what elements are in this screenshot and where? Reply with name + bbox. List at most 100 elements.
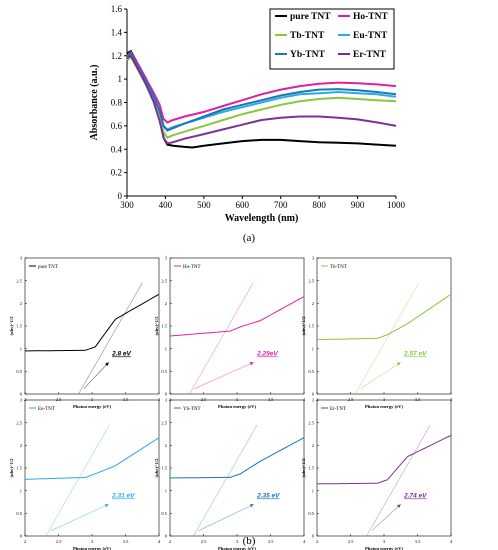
y-tick-label: 1 [20,346,22,351]
y-tick-label: 0.5 [161,369,167,374]
y-tick-label: 1 [165,488,167,493]
x-tick-label: 2.5 [201,539,207,544]
x-tick-label: 4 [450,539,453,544]
bandgap-arrow [371,504,401,531]
y-tick-label: 0 [165,534,168,539]
tangent-line [193,424,258,537]
tauc-subplot-eu-tnt: 2 2.5 3 3.5 4 0 0.5 1 1.5 2 2.5 3 Photon energy (eV)… [9,398,161,550]
x-tick-label: 2.5 [56,539,62,544]
tangent-line [45,424,110,537]
y-tick-label: 0.4 [111,144,123,154]
y-tick-label: 2.5 [16,278,22,283]
bandgap-label: 2.74 eV [403,492,427,499]
x-tick-label: 2.5 [201,397,207,402]
x-tick-label: 3 [236,397,239,402]
tangent-line [366,424,431,537]
bandgap-label: 2.57 eV [403,350,427,357]
y-tick-label: 1.4 [111,27,123,37]
y-tick-label: 1.5 [16,324,22,329]
y-tick-label: 0.6 [111,121,123,131]
plot-frame [316,399,452,537]
x-tick-label: 300 [120,200,134,210]
y-tick-label: 3 [312,256,315,261]
x-tick-label: 2.5 [56,397,62,402]
y-tick-label: 2 [20,301,22,306]
legend-box [269,8,395,70]
tauc-curve [316,434,452,485]
x-axis-title: Photon energy (eV) [218,404,256,409]
y-tick-label: 3 [312,398,315,403]
x-axis-title: Photon energy (eV) [73,404,111,409]
x-tick-label: 500 [197,200,211,210]
bandgap-arrow [83,362,109,389]
y-tick-label: 0.5 [161,511,167,516]
x-tick-label: 2 [316,397,318,402]
tauc-curve [316,293,452,341]
y-tick-label: 0.2 [111,168,122,178]
legend-label: pure TNT [38,265,58,270]
y-tick-label: 1 [20,488,22,493]
tangent-line [354,282,420,395]
y-tick-label: 2.5 [161,420,167,425]
tangent-line [78,282,143,395]
legend-label: Eu-TNT [353,31,388,41]
y-tick-label: 1 [118,74,123,84]
x-tick-label: 3.5 [123,539,129,544]
bandgap-arrowhead [396,362,401,366]
y-tick-label: 1.5 [308,466,314,471]
x-tick-label: 2 [316,539,318,544]
y-axis-title: (αhv)^1/2 [9,458,14,478]
y-tick-label: 0 [312,534,315,539]
x-tick-label: 3 [383,397,386,402]
y-axis-title: (αhv)^1/2 [9,316,14,336]
y-tick-label: 3 [20,256,23,261]
y-tick-label: 2 [312,301,314,306]
x-tick-label: 3.5 [123,397,129,402]
tauc-curve [24,437,160,480]
tauc-curve [25,293,160,352]
x-tick-label: 2 [169,539,171,544]
x-tick-label: 400 [159,200,173,210]
plot-frame [169,257,305,395]
tauc-subplot-pure-tnt: 2 2.5 3 3.5 4 0 0.5 1 1.5 2 2.5 3 Photon energy (eV)… [9,256,161,409]
bandgap-arrow [198,503,254,531]
y-tick-label: 2 [312,443,314,448]
x-axis-title: Photon energy (eV) [365,404,403,409]
x-tick-label: 3.5 [268,397,274,402]
tauc-subplot-er-tnt: 2 2.5 3 3.5 4 0 0.5 1 1.5 2 2.5 3 Photon energy (eV)… [301,398,453,550]
y-tick-label: 2.5 [161,278,167,283]
bandgap-arrowhead [249,362,254,366]
x-tick-label: 3 [91,397,94,402]
x-tick-label: 2 [24,539,26,544]
bandgap-label: 2.31 eV [111,492,135,499]
y-tick-label: 0 [20,392,23,397]
y-tick-label: 2 [165,443,167,448]
legend-label: Yb-TNT [183,407,201,412]
series-line-ho-tnt [126,50,397,124]
y-tick-label: 0.5 [308,369,314,374]
series-line-er-tnt [126,54,397,145]
series-line-yb-tnt [126,51,397,132]
y-tick-label: 0.8 [111,98,123,108]
y-tick-label: 0 [312,392,315,397]
tangent-line [189,282,254,395]
y-tick-label: 0 [20,534,23,539]
legend-label: Eu-TNT [38,407,55,412]
x-tick-label: 600 [236,200,250,210]
bandgap-arrow [51,503,109,531]
bandgap-label: 2.8 eV [111,350,131,357]
y-tick-label: 1.5 [161,466,167,471]
y-axis-title: Absorbance (a.u.) [89,65,100,141]
x-tick-label: 4 [303,539,306,544]
x-tick-label: 2.5 [348,539,354,544]
x-tick-label: 1000 [387,200,406,210]
tauc-subplot-tb-tnt: 2 2.5 3 3.5 4 0 0.5 1 1.5 2 2.5 3 Photon energy (eV)… [301,256,453,409]
legend-label: Ho-TNT [353,12,389,22]
y-axis-title: (αhv)^1/2 [154,316,159,336]
tauc-curve [169,437,305,479]
x-tick-label: 2 [169,397,171,402]
y-axis-title: (αhv)^1/2 [301,316,306,336]
y-tick-label: 2.5 [308,278,314,283]
